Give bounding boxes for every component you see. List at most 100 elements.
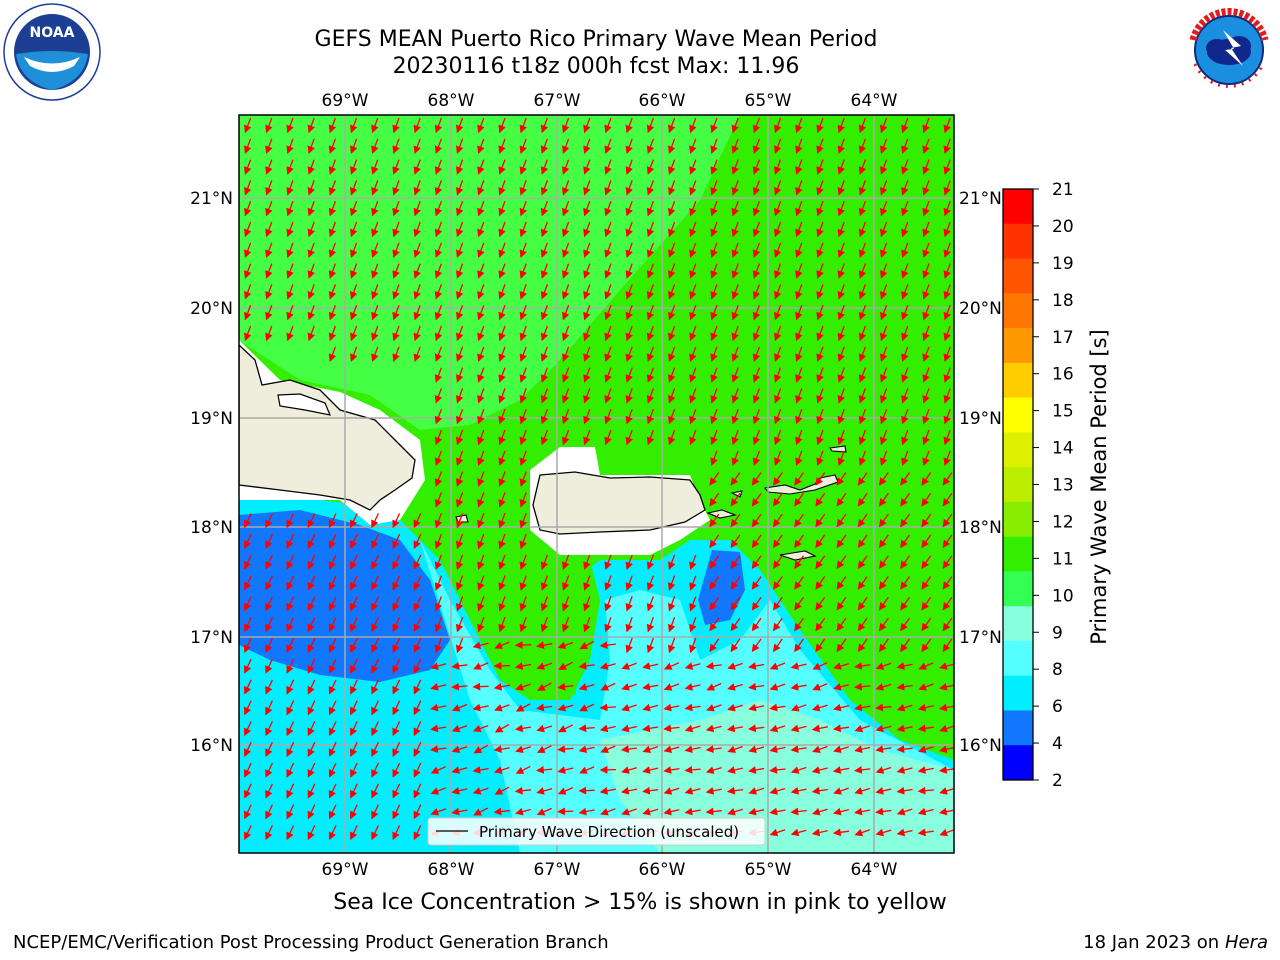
wave-arrow (558, 661, 573, 670)
wave-arrow (858, 346, 867, 363)
wave-arrow (727, 766, 744, 774)
wave-arrow (772, 513, 783, 528)
wave-arrow (878, 596, 889, 611)
wave-arrow (943, 138, 951, 155)
wave-arrow (918, 662, 934, 670)
wave-arrow (604, 388, 612, 404)
wave-arrow (668, 263, 676, 279)
wave-arrow (265, 263, 273, 279)
wave-arrow (244, 804, 252, 820)
wave-arrow (625, 346, 633, 363)
wave-arrow (752, 180, 761, 196)
wave-arrow (794, 555, 805, 569)
wave-arrow (709, 638, 720, 653)
wave-arrow (473, 744, 489, 754)
wave-arrow (451, 724, 468, 733)
wave-arrow (880, 117, 888, 134)
wave-arrow (371, 762, 379, 778)
wave-arrow (621, 662, 637, 670)
wave-arrow (498, 242, 506, 259)
wave-arrow (896, 662, 913, 670)
wave-arrow (854, 828, 871, 837)
wave-arrow (943, 117, 951, 134)
wave-arrow (710, 284, 718, 300)
wave-arrow (689, 637, 697, 654)
wave-arrow (854, 745, 871, 754)
wave-arrow (430, 703, 447, 712)
wave-arrow (434, 221, 443, 238)
wave-arrow (621, 766, 637, 774)
wave-arrow (880, 325, 888, 342)
colorbar-tick-label: 6 (1052, 697, 1063, 717)
wave-arrow (710, 159, 718, 175)
wave-arrow (434, 554, 443, 571)
wave-arrow (540, 180, 549, 196)
wave-arrow (371, 221, 379, 238)
wave-arrow (265, 637, 273, 653)
wave-arrow (752, 242, 761, 259)
wave-arrow (943, 263, 951, 279)
wave-arrow (689, 616, 697, 633)
wave-arrow (434, 575, 443, 591)
wave-arrow (646, 242, 655, 259)
wave-arrow (816, 450, 824, 467)
wave-arrow (858, 325, 867, 342)
wave-arrow (413, 700, 422, 716)
wave-arrow (854, 662, 871, 670)
wave-arrow (858, 388, 867, 404)
wave-arrow (392, 304, 400, 321)
wave-arrow (730, 617, 741, 632)
wave-arrow (557, 641, 574, 650)
wave-arrow (774, 450, 782, 467)
wave-arrow (795, 408, 803, 425)
wave-arrow (434, 616, 443, 633)
wave-arrow (244, 596, 252, 612)
wave-arrow (668, 284, 676, 300)
wave-arrow (901, 263, 909, 279)
wave-arrow (772, 472, 783, 486)
wave-arrow (896, 807, 913, 816)
wave-arrow (689, 304, 697, 321)
wave-arrow (663, 724, 680, 733)
wave-arrow (880, 200, 888, 217)
wave-arrow (430, 808, 447, 816)
wave-arrow (265, 221, 273, 238)
wave-arrow (625, 596, 633, 612)
wave-arrow (583, 616, 591, 633)
wave-arrow (350, 200, 358, 217)
wave-arrow (727, 683, 743, 691)
wave-arrow (943, 284, 951, 300)
wave-arrow (880, 367, 888, 383)
colorbar-label: Primary Wave Mean Period [s] (1087, 329, 1111, 645)
wave-arrow (430, 745, 447, 753)
field-10-11 (239, 115, 740, 430)
wave-arrow (939, 828, 954, 837)
wave-arrow (286, 138, 294, 155)
wave-arrow (857, 576, 868, 590)
wave-arrow (244, 138, 252, 155)
wave-arrow (350, 741, 358, 757)
wave-arrow (498, 429, 506, 446)
wave-arrow (244, 180, 252, 196)
wave-arrow (477, 512, 485, 529)
wave-arrow (837, 367, 845, 383)
wave-arrow (604, 117, 612, 134)
lon-label: 64°W (851, 91, 898, 111)
wave-arrow (456, 159, 464, 175)
wave-arrow (790, 745, 807, 754)
wave-arrow (413, 783, 422, 799)
wave-arrow (519, 450, 527, 467)
wave-arrow (477, 304, 485, 321)
wave-arrow (922, 242, 930, 259)
wave-arrow (710, 408, 718, 425)
wave-arrow (731, 200, 739, 217)
wave-arrow (536, 807, 552, 816)
wave-arrow (472, 703, 489, 712)
wave-arrow (558, 724, 574, 733)
wave-arrow (815, 617, 826, 632)
wave-arrow (583, 429, 591, 446)
wave-arrow (942, 472, 953, 486)
wave-arrow (812, 683, 828, 691)
wave-arrow (515, 683, 531, 691)
wave-arrow (413, 554, 422, 570)
